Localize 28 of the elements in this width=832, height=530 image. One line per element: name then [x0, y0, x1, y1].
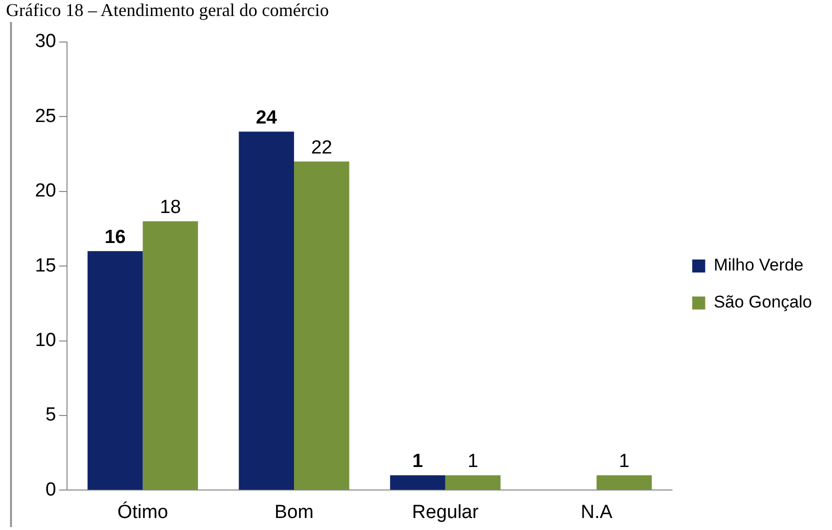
data-label: 24: [256, 107, 278, 128]
legend-label: São Gonçalo: [714, 292, 812, 312]
data-label: 22: [311, 137, 332, 158]
bar: [88, 251, 143, 490]
data-label: 16: [104, 226, 126, 248]
legend-label: Milho Verde: [714, 256, 804, 275]
x-tick-label: Regular: [412, 502, 480, 523]
bar: [238, 132, 294, 490]
data-label: 1: [412, 450, 424, 472]
chart-title: Gráfico 18 – Atendimento geral do comércio: [5, 0, 330, 22]
bar: [596, 475, 652, 490]
y-tick-label: 10: [34, 330, 56, 352]
y-tick-label: 0: [46, 479, 56, 500]
bar: [294, 162, 350, 490]
x-tick-label: Ótimo: [117, 500, 168, 523]
x-tick-label: N.A: [580, 502, 613, 523]
y-tick-label: 20: [34, 180, 56, 202]
data-label: 1: [468, 450, 478, 472]
bar: [390, 475, 446, 490]
y-tick-label: 30: [34, 31, 56, 52]
x-tick-label: Bom: [274, 502, 314, 523]
data-label: 1: [618, 450, 630, 472]
bar: [142, 221, 198, 490]
data-label: 18: [160, 197, 181, 218]
y-tick-label: 15: [34, 255, 56, 276]
bar: [445, 475, 501, 490]
y-tick-label: 5: [46, 404, 56, 426]
y-tick-label: 25: [34, 106, 56, 127]
